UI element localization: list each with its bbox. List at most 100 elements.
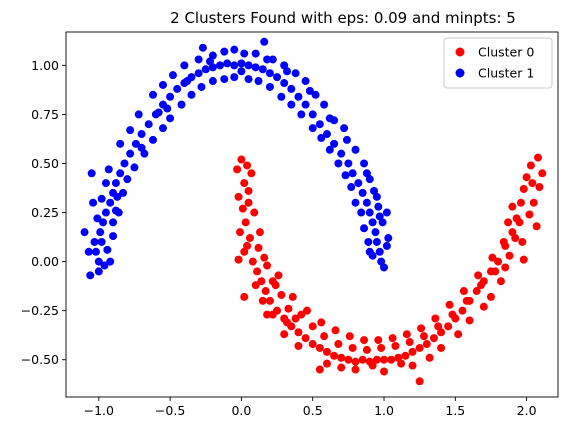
data-point bbox=[465, 316, 474, 325]
data-point bbox=[479, 302, 488, 311]
data-point bbox=[148, 90, 157, 99]
data-point bbox=[337, 363, 346, 372]
data-point bbox=[253, 267, 262, 276]
data-point bbox=[220, 75, 229, 84]
data-point bbox=[315, 365, 324, 374]
data-point bbox=[347, 183, 356, 192]
data-point bbox=[240, 49, 249, 58]
data-point bbox=[104, 165, 113, 174]
data-point bbox=[235, 228, 244, 237]
data-point bbox=[280, 79, 289, 88]
data-point bbox=[260, 253, 269, 262]
data-point bbox=[258, 296, 267, 305]
data-point bbox=[130, 163, 139, 172]
data-point bbox=[501, 263, 510, 272]
data-point bbox=[194, 55, 203, 64]
data-point bbox=[317, 318, 326, 327]
data-point bbox=[120, 159, 129, 168]
data-point bbox=[291, 69, 300, 78]
data-point bbox=[434, 322, 443, 331]
data-point bbox=[358, 355, 367, 364]
data-point bbox=[494, 257, 503, 266]
data-point bbox=[344, 159, 353, 168]
legend-box bbox=[443, 37, 553, 89]
data-point bbox=[382, 241, 391, 250]
data-point bbox=[348, 169, 357, 178]
chart-title: 2 Clusters Found with eps: 0.09 and minp… bbox=[170, 9, 516, 27]
data-point bbox=[320, 332, 329, 341]
data-point bbox=[330, 351, 339, 360]
data-point bbox=[344, 355, 353, 364]
data-point bbox=[368, 218, 377, 227]
data-point bbox=[320, 100, 329, 109]
data-point bbox=[365, 208, 374, 217]
data-point bbox=[351, 365, 360, 374]
data-point bbox=[94, 257, 103, 266]
data-point bbox=[166, 92, 175, 101]
data-point bbox=[86, 271, 95, 280]
data-point bbox=[287, 100, 296, 109]
data-point bbox=[511, 234, 520, 243]
data-point bbox=[87, 169, 96, 178]
data-point bbox=[402, 330, 411, 339]
data-point bbox=[137, 130, 146, 139]
data-point bbox=[311, 90, 320, 99]
data-point bbox=[519, 255, 528, 264]
legend-marker bbox=[455, 68, 465, 78]
data-point bbox=[230, 45, 239, 54]
data-point bbox=[308, 110, 317, 119]
data-point bbox=[168, 71, 177, 80]
data-point bbox=[206, 57, 215, 66]
data-point bbox=[109, 218, 118, 227]
data-point bbox=[271, 281, 280, 290]
data-point bbox=[97, 194, 106, 203]
data-point bbox=[244, 75, 253, 84]
legend-label: Cluster 0 bbox=[478, 45, 534, 60]
y-tick-label: 0.50 bbox=[31, 156, 59, 171]
data-point bbox=[496, 277, 505, 286]
data-point bbox=[334, 340, 343, 349]
data-point bbox=[106, 198, 115, 207]
data-point bbox=[230, 61, 239, 70]
data-point bbox=[308, 340, 317, 349]
data-point bbox=[317, 133, 326, 142]
data-point bbox=[268, 55, 277, 64]
data-point bbox=[198, 43, 207, 52]
data-point bbox=[291, 314, 300, 323]
data-point bbox=[534, 153, 543, 162]
data-point bbox=[397, 359, 406, 368]
data-point bbox=[431, 314, 440, 323]
data-point bbox=[425, 353, 434, 362]
data-point bbox=[322, 347, 331, 356]
data-point bbox=[368, 361, 377, 370]
data-point bbox=[334, 159, 343, 168]
data-point bbox=[265, 82, 274, 91]
data-point bbox=[180, 61, 189, 70]
data-point bbox=[429, 334, 438, 343]
data-point bbox=[113, 192, 122, 201]
data-point bbox=[257, 277, 266, 286]
data-point bbox=[109, 232, 118, 241]
series-0 bbox=[233, 153, 547, 386]
data-point bbox=[458, 306, 467, 315]
x-tick-label: 1.5 bbox=[445, 403, 465, 418]
data-point bbox=[263, 261, 272, 270]
data-point bbox=[340, 124, 349, 133]
data-point bbox=[308, 124, 317, 133]
data-point bbox=[525, 210, 534, 219]
data-point bbox=[250, 208, 259, 217]
data-point bbox=[91, 247, 100, 256]
data-point bbox=[315, 120, 324, 129]
data-point bbox=[362, 345, 371, 354]
data-point bbox=[415, 343, 424, 352]
data-point bbox=[351, 357, 360, 366]
data-point bbox=[405, 338, 414, 347]
data-point bbox=[294, 328, 303, 337]
x-tick-label: 0.5 bbox=[303, 403, 323, 418]
data-point bbox=[337, 353, 346, 362]
data-point bbox=[301, 100, 310, 109]
data-point bbox=[322, 130, 331, 139]
data-point bbox=[305, 86, 314, 95]
data-point bbox=[371, 228, 380, 237]
data-point bbox=[111, 179, 120, 188]
